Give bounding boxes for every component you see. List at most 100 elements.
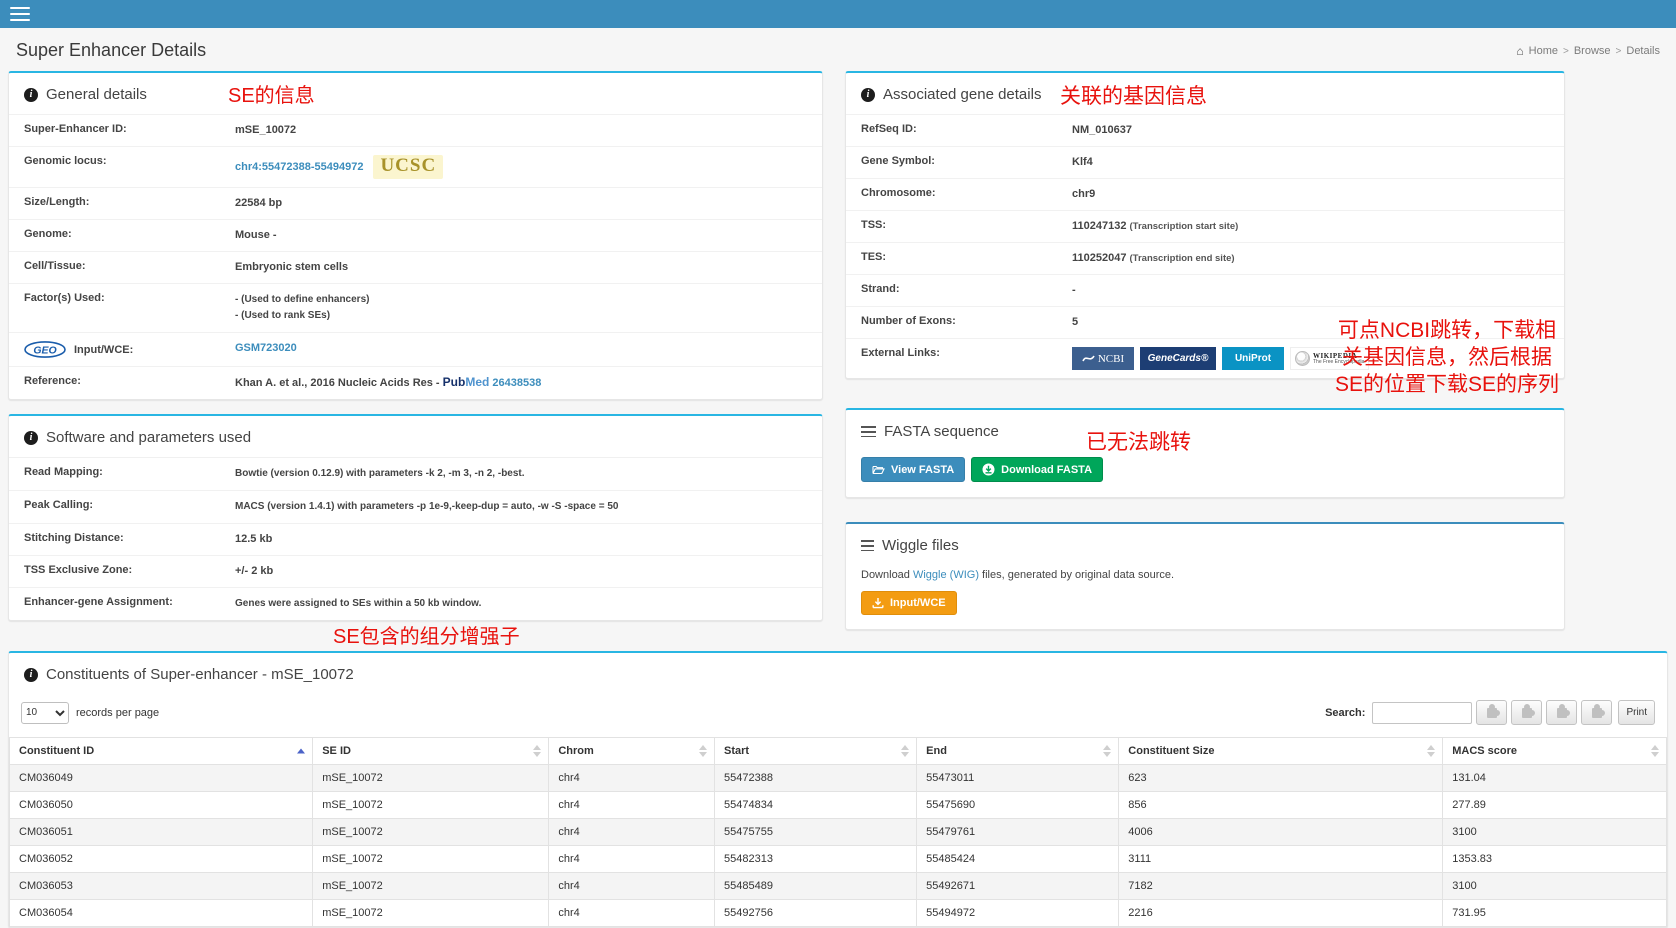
wiggle-text-pre: Download [861, 569, 910, 581]
uniprot-link-badge[interactable]: UniProt [1222, 347, 1284, 370]
cell-se-id: mSE_10072 [312, 872, 550, 900]
ncbi-link-badge[interactable]: NCBI [1072, 347, 1134, 370]
view-fasta-button[interactable]: View FASTA [861, 457, 966, 482]
sort-icon [901, 752, 910, 757]
records-per-page-label: records per page [76, 706, 160, 719]
info-icon: i [24, 87, 38, 102]
cell-end: 55485424 [916, 845, 1120, 873]
ucsc-logo[interactable]: UCSC [373, 155, 444, 179]
sort-icon [533, 745, 542, 750]
field-label: TES: [861, 251, 887, 263]
download-fasta-button[interactable]: Download FASTA [971, 457, 1104, 482]
cell-end: 55494972 [916, 899, 1120, 927]
field-label: Cell/Tissue: [24, 260, 86, 272]
hamburger-menu-icon[interactable] [10, 7, 30, 21]
gene-symbol-value: Klf4 [1072, 156, 1093, 168]
general-details-header: i General details [9, 73, 822, 114]
cell-start: 55475755 [714, 818, 918, 846]
align-justify-icon [861, 426, 876, 437]
annotation-constituents: SE包含的组分增强子 [333, 626, 520, 648]
row-stitching-distance: Stitching Distance: 12.5 kb [9, 523, 822, 555]
home-icon: ⌂ [1516, 44, 1524, 58]
row-number-of-exons: Number of Exons: 5 [846, 306, 1564, 338]
cell-size: 623 [1118, 764, 1444, 792]
cell-end: 55475690 [916, 791, 1120, 819]
column-header-se-id[interactable]: SE ID [312, 737, 550, 765]
breadcrumb-home[interactable]: Home [1528, 45, 1558, 57]
row-input-wce: GEO Input/WCE: GSM723020 [9, 332, 822, 366]
export-copy-button[interactable] [1476, 700, 1508, 725]
records-per-page-select[interactable]: 10 [21, 701, 69, 724]
cell-macs: 1353.83 [1442, 845, 1667, 873]
print-button[interactable]: Print [1618, 700, 1655, 725]
wikipedia-link-badge[interactable]: WIKIPEDIA The Free Encyclopedia [1290, 347, 1370, 370]
row-tss: TSS: 110247132 (Transcription start site… [846, 210, 1564, 242]
cell-tissue-value: Embryonic stem cells [235, 261, 349, 273]
export-excel-button[interactable] [1546, 700, 1578, 725]
column-header-start[interactable]: Start [714, 737, 918, 765]
download-fasta-label: Download FASTA [1001, 463, 1093, 476]
annotation-external-line3: SE的位置下载SE的序列 [1334, 373, 1560, 396]
column-header-constituent-size[interactable]: Constituent Size [1118, 737, 1444, 765]
field-label: Read Mapping: [24, 466, 103, 478]
export-csv-button[interactable] [1511, 700, 1543, 725]
row-enhancer-gene-assignment: Enhancer-gene Assignment: Genes were ass… [9, 587, 822, 620]
field-label: Number of Exons: [861, 315, 956, 327]
puzzle-icon [1486, 704, 1501, 718]
row-tes: TES: 110252047 (Transcription end site) [846, 242, 1564, 274]
column-header-chrom[interactable]: Chrom [548, 737, 716, 765]
puzzle-icon [1521, 704, 1536, 718]
cell-size: 856 [1118, 791, 1444, 819]
wiggle-wig-link[interactable]: Wiggle (WIG) [912, 569, 979, 581]
field-label: Size/Length: [24, 196, 90, 208]
input-wce-label: Input/WCE [890, 597, 946, 609]
input-wce-download-button[interactable]: Input/WCE [861, 591, 957, 615]
column-header-end[interactable]: End [916, 737, 1120, 765]
breadcrumb-browse[interactable]: Browse [1573, 45, 1611, 57]
tss-note: (Transcription start site) [1129, 221, 1239, 232]
cell-constituent-id: CM036049 [8, 764, 314, 792]
genecards-link-badge[interactable]: GeneCards® [1140, 347, 1216, 370]
super-enhancer-id-value: mSE_10072 [235, 124, 297, 136]
table-row: CM036051 mSE_10072 chr4 55475755 55479761 400… [8, 818, 1667, 846]
row-peak-calling: Peak Calling: MACS (version 1.4.1) with … [9, 490, 822, 523]
cell-se-id: mSE_10072 [312, 845, 550, 873]
table-row: CM036049 mSE_10072 chr4 55472388 55473011 623… [8, 764, 1667, 792]
cell-start: 55492756 [714, 899, 918, 927]
wiggle-panel: Wiggle files Download Wiggle (WIG) files… [845, 522, 1565, 630]
cell-start: 55474834 [714, 791, 918, 819]
column-header-constituent-id[interactable]: Constituent ID [8, 737, 314, 765]
cell-size: 3111 [1118, 845, 1444, 873]
content-header: Super Enhancer Details ⌂ Home > Browse >… [0, 28, 1676, 65]
column-header-macs-score[interactable]: MACS score [1442, 737, 1667, 765]
export-pdf-button[interactable] [1581, 700, 1613, 725]
fasta-header: FASTA sequence [846, 410, 1564, 451]
row-genomic-locus: Genomic locus: chr4:55472388-55494972 UCS… [9, 146, 822, 187]
annotation-external-links: 可点NCBI跳转，下载相 关基因信息，然后根据 SE的位置下载SE的序列 [1330, 317, 1564, 398]
fasta-panel: FASTA sequence View FASTA Download FASTA [845, 408, 1565, 498]
sort-icon [1103, 745, 1112, 750]
folder-open-icon [872, 465, 885, 475]
row-factors-used: Factor(s) Used: - (Used to define enhanc… [9, 283, 822, 332]
sort-icon [1651, 745, 1659, 750]
genomic-locus-link[interactable]: chr4:55472388-55494972 [235, 160, 364, 173]
fasta-title: FASTA sequence [884, 423, 999, 440]
sort-icon [1651, 752, 1659, 757]
wiggle-text-post: files, generated by original data source… [982, 569, 1175, 581]
row-read-mapping: Read Mapping: Bowtie (version 0.12.9) wi… [9, 458, 822, 490]
pubmed-id-link[interactable]: 26438538 [492, 377, 542, 389]
cell-macs: 131.04 [1442, 764, 1667, 792]
search-input[interactable] [1372, 701, 1473, 724]
gsm-accession-link[interactable]: GSM723020 [235, 342, 297, 354]
factor-define-enhancers: - (Used to define enhancers) [235, 294, 370, 305]
cell-macs: 3100 [1442, 872, 1667, 900]
software-panel: i Software and parameters used Read Mapp… [8, 414, 823, 621]
main-content: i General details Super-Enhancer ID: mSE… [0, 71, 1676, 928]
breadcrumb-separator: > [1563, 45, 1569, 57]
pubmed-logo: Pub [442, 375, 466, 389]
cell-size: 7182 [1118, 872, 1444, 900]
factor-rank-ses: - (Used to rank SEs) [235, 310, 331, 321]
field-label: Reference: [24, 375, 81, 387]
cell-chrom: chr4 [548, 791, 716, 819]
